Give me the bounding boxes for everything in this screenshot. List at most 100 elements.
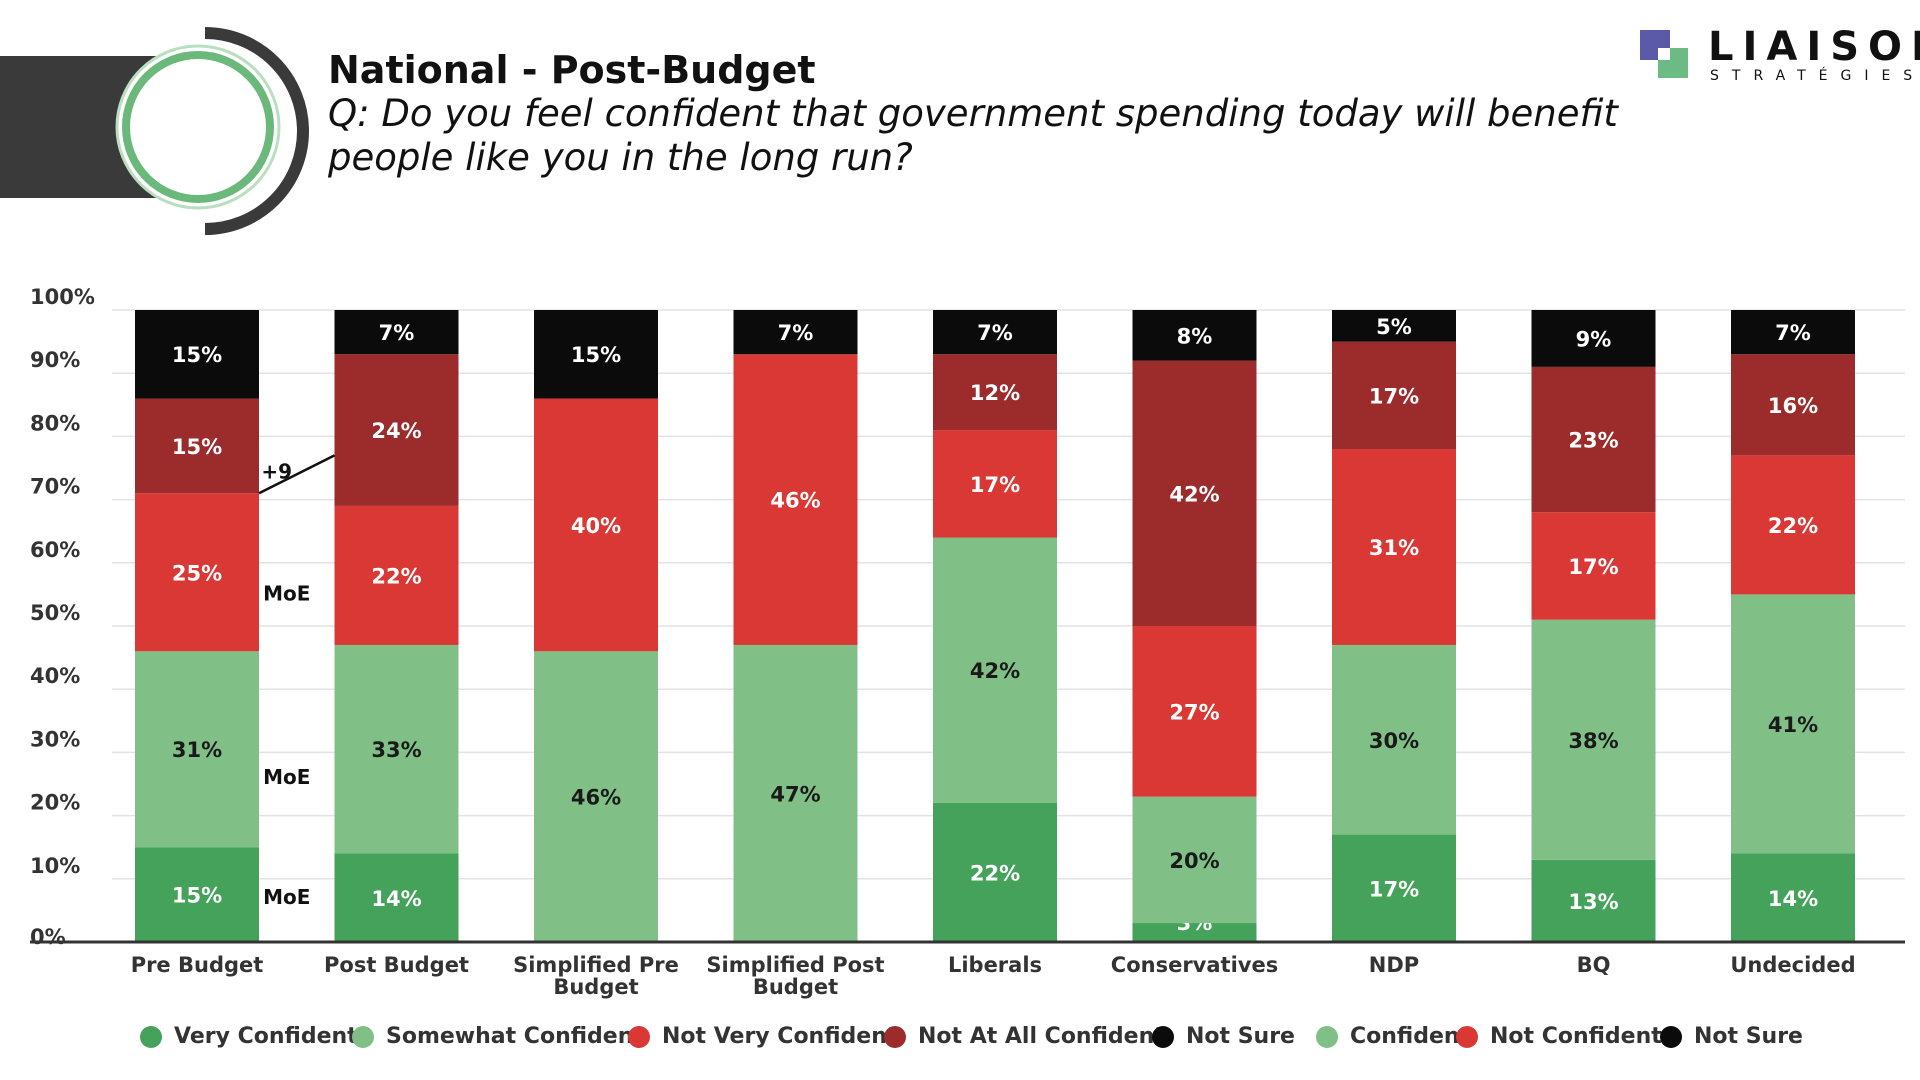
data-label: 7%	[977, 321, 1013, 345]
bar-segment	[1132, 796, 1257, 924]
bar-segment	[334, 505, 459, 645]
bar-segment	[933, 354, 1057, 431]
bar-segment	[334, 644, 459, 854]
bar-segment	[1531, 512, 1656, 620]
legend-dot-icon	[1456, 1025, 1478, 1048]
y-tick-label: 20%	[30, 791, 80, 815]
data-label: 13%	[1568, 890, 1618, 914]
logo-subtitle: STRATÉGIES	[1710, 68, 1920, 84]
legend-label: Somewhat Confident	[386, 1024, 644, 1049]
y-tick-label: 30%	[30, 727, 80, 751]
data-label: 15%	[172, 435, 222, 459]
bar-segment	[933, 310, 1057, 355]
legend-item: Not Confident	[1456, 1024, 1662, 1049]
y-tick-label: 10%	[30, 854, 80, 878]
legend-item: Not At All Confident	[884, 1024, 1165, 1049]
bar-segment	[534, 398, 658, 652]
y-tick-label: 100%	[30, 285, 95, 309]
legend-dot-icon	[1152, 1025, 1174, 1048]
legend-label: Very Confident	[174, 1024, 358, 1049]
data-label: 9%	[1576, 327, 1612, 351]
legend-dot-icon	[628, 1025, 650, 1048]
data-label: 22%	[371, 564, 421, 588]
data-label: 7%	[778, 321, 814, 345]
data-label: 14%	[371, 887, 421, 911]
data-label: 41%	[1768, 713, 1818, 737]
legend-item: Confident	[1316, 1024, 1470, 1049]
data-label: 31%	[172, 738, 222, 762]
data-label: 38%	[1568, 729, 1618, 753]
bar-segment	[1731, 594, 1855, 854]
bar-segment	[334, 354, 459, 506]
data-label: 15%	[571, 343, 621, 367]
legend-label: Not Sure	[1186, 1024, 1295, 1049]
category-label: Simplified Post	[706, 953, 884, 977]
legend-label: Not At All Confident	[918, 1024, 1165, 1049]
survey-question: Q: Do you feel confident that government…	[328, 92, 1618, 179]
y-tick-label: 40%	[30, 664, 80, 688]
data-label: 20%	[1169, 849, 1219, 873]
data-label: 31%	[1369, 536, 1419, 560]
data-label: 15%	[172, 884, 222, 908]
data-label: 46%	[571, 786, 621, 810]
data-label: 25%	[172, 561, 222, 585]
data-label: 22%	[970, 861, 1020, 885]
category-label: Budget	[753, 975, 838, 999]
bar-segment	[1132, 360, 1257, 626]
category-label: Pre Budget	[131, 953, 264, 977]
bar-segment	[733, 644, 858, 942]
category-label: Budget	[553, 975, 638, 999]
bar-segment	[1531, 619, 1656, 860]
bar-segment	[733, 310, 858, 355]
bar-segment	[1332, 449, 1456, 645]
legend-dot-icon	[140, 1025, 162, 1048]
bar-segment	[334, 310, 459, 355]
bar-segment	[1332, 834, 1456, 942]
category-label: Undecided	[1730, 953, 1855, 977]
data-label: 30%	[1369, 729, 1419, 753]
moe-annotation: MoE	[263, 885, 310, 909]
bar-segment	[135, 847, 259, 942]
category-label: BQ	[1577, 953, 1611, 977]
bar-segment	[1531, 859, 1656, 942]
data-label: 33%	[371, 738, 421, 762]
y-tick-label: 60%	[30, 538, 80, 562]
data-label: 27%	[1169, 700, 1219, 724]
legend-dot-icon	[1660, 1025, 1682, 1048]
data-label: 15%	[172, 343, 222, 367]
data-label: 23%	[1568, 429, 1618, 453]
data-label: 12%	[970, 381, 1020, 405]
change-connector-line	[258, 454, 336, 495]
bar-segment	[135, 310, 259, 399]
bar-segment	[1731, 310, 1855, 355]
y-tick-label: 80%	[30, 411, 80, 435]
bar-segment	[933, 802, 1057, 942]
bar-segment	[733, 354, 858, 645]
ring-decoration	[115, 27, 309, 235]
logo-word: LIAISON	[1708, 24, 1920, 70]
bar-segment	[534, 651, 658, 942]
chart-legend: Very Confident Somewhat Confident Not Very…	[140, 1024, 1840, 1064]
legend-label: Not Confident	[1490, 1024, 1662, 1049]
legend-item: Not Sure	[1152, 1024, 1295, 1049]
legend-item: Somewhat Confident	[352, 1024, 644, 1049]
stacked-bar-chart: 0% 10% 20% 30% 40% 50% 60% 70% 80% 90% 100% 15% 31% 2…	[30, 285, 1905, 999]
data-label: 7%	[379, 321, 415, 345]
liaison-logo: LIAISON STRATÉGIES	[1640, 24, 1920, 90]
page-title: National - Post-Budget	[328, 48, 816, 92]
legend-dot-icon	[1316, 1025, 1338, 1048]
y-tick-label: 50%	[30, 601, 80, 625]
legend-dot-icon	[352, 1025, 374, 1048]
bar-segment	[534, 310, 658, 399]
data-label: 17%	[970, 473, 1020, 497]
category-label: Simplified Pre	[513, 953, 679, 977]
data-label: 22%	[1768, 514, 1818, 538]
change-annotation: +9	[261, 460, 292, 484]
bar-segment	[1731, 853, 1855, 942]
y-tick-label: 90%	[30, 348, 80, 372]
data-label: 42%	[1169, 482, 1219, 506]
bar-segment	[1731, 354, 1855, 456]
bar-segment	[1132, 626, 1257, 797]
legend-label: Not Very Confident	[662, 1024, 898, 1049]
data-label: 5%	[1376, 315, 1412, 339]
